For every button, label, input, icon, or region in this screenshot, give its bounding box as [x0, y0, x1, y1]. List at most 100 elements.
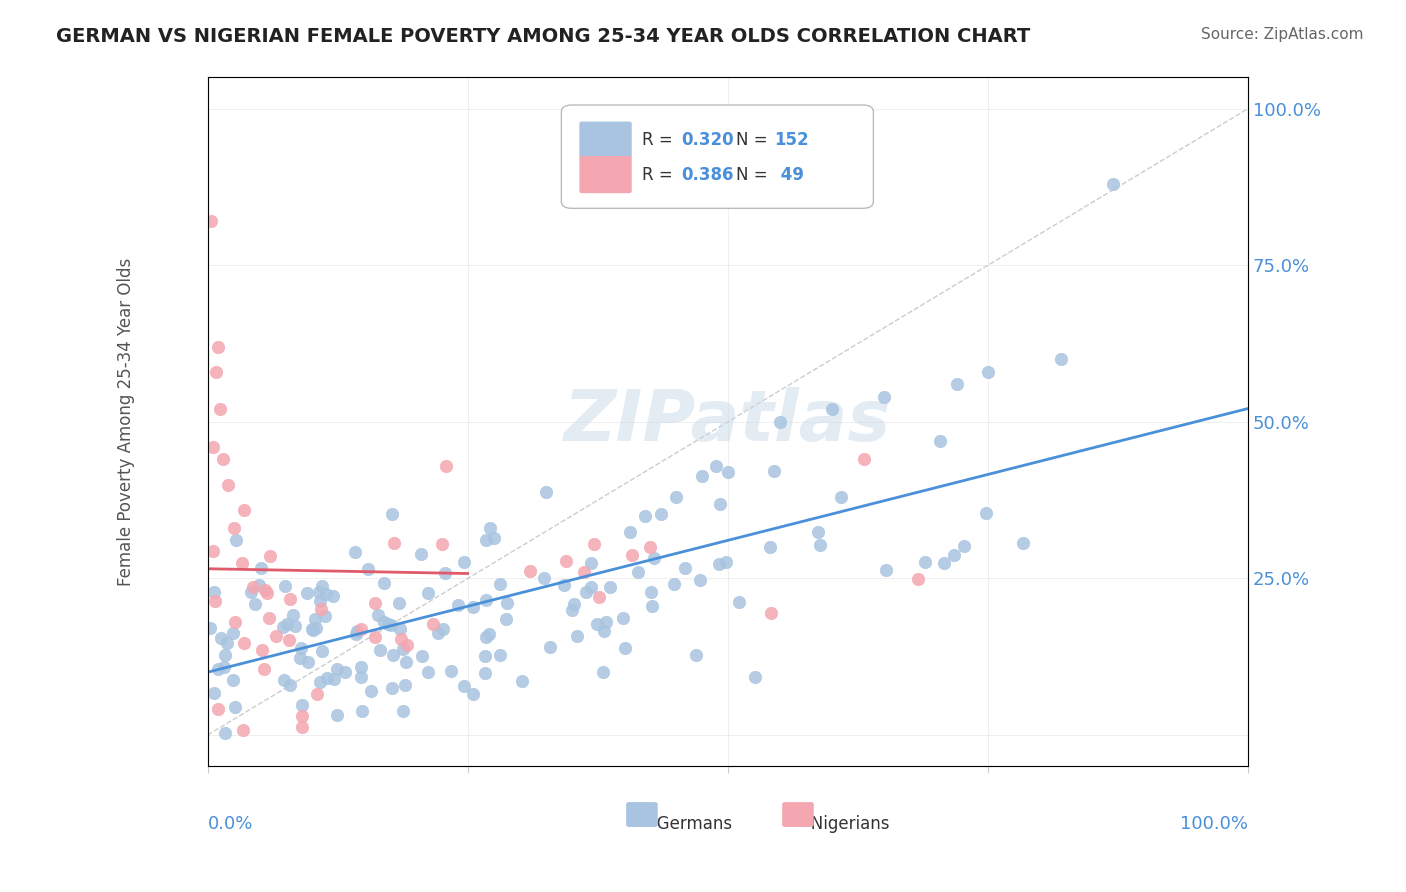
- Point: [574, 585, 596, 599]
- Point: [977, 365, 1000, 379]
- Point: [461, 599, 484, 614]
- Point: [305, 687, 328, 701]
- Point: [222, 626, 245, 640]
- Point: [510, 673, 533, 688]
- Point: [295, 586, 318, 600]
- Point: [395, 655, 418, 669]
- Point: [396, 638, 419, 652]
- Point: [474, 648, 496, 663]
- Point: [309, 594, 332, 608]
- Point: [247, 578, 270, 592]
- Point: [284, 619, 307, 633]
- Point: [288, 651, 311, 665]
- Point: [595, 615, 617, 629]
- Point: [707, 557, 730, 571]
- Point: [259, 549, 281, 563]
- Point: [214, 726, 236, 740]
- Point: [572, 566, 595, 580]
- Point: [640, 584, 662, 599]
- Text: ZIPatlas: ZIPatlas: [564, 387, 891, 457]
- Point: [309, 601, 332, 615]
- Point: [225, 533, 247, 548]
- Point: [583, 537, 606, 551]
- Point: [852, 452, 875, 467]
- Point: [202, 544, 225, 558]
- Point: [364, 631, 387, 645]
- Point: [496, 597, 519, 611]
- Point: [1011, 536, 1033, 550]
- Text: 0.386: 0.386: [681, 166, 734, 184]
- Point: [432, 622, 454, 636]
- Point: [453, 679, 475, 693]
- FancyBboxPatch shape: [581, 157, 631, 193]
- Point: [368, 643, 391, 657]
- Point: [945, 377, 967, 392]
- Point: [304, 612, 326, 626]
- Point: [352, 704, 374, 718]
- Text: N =: N =: [737, 131, 773, 149]
- Point: [198, 621, 221, 635]
- Point: [290, 640, 312, 655]
- Point: [650, 508, 672, 522]
- Point: [394, 678, 416, 692]
- Point: [434, 459, 457, 474]
- Point: [309, 674, 332, 689]
- Point: [278, 678, 301, 692]
- Text: GERMAN VS NIGERIAN FEMALE POVERTY AMONG 25-34 YEAR OLDS CORRELATION CHART: GERMAN VS NIGERIAN FEMALE POVERTY AMONG …: [56, 27, 1031, 45]
- Text: R =: R =: [643, 166, 679, 184]
- Point: [553, 578, 575, 592]
- Point: [322, 589, 344, 603]
- Point: [256, 586, 278, 600]
- Point: [599, 580, 621, 594]
- Point: [291, 698, 314, 713]
- Point: [426, 626, 449, 640]
- Point: [588, 590, 610, 604]
- Point: [323, 672, 346, 686]
- Point: [673, 561, 696, 575]
- Point: [565, 629, 588, 643]
- Point: [363, 596, 385, 610]
- Point: [357, 562, 380, 576]
- Point: [489, 648, 512, 662]
- Point: [308, 585, 330, 599]
- Point: [689, 573, 711, 587]
- Point: [218, 477, 240, 491]
- Point: [932, 556, 955, 570]
- Point: [555, 554, 578, 568]
- Point: [311, 644, 333, 658]
- Point: [380, 617, 402, 632]
- Point: [416, 585, 439, 599]
- FancyBboxPatch shape: [581, 122, 631, 158]
- Text: Nigerians: Nigerians: [775, 814, 890, 832]
- Y-axis label: Female Poverty Among 25-34 Year Olds: Female Poverty Among 25-34 Year Olds: [117, 258, 135, 586]
- Point: [447, 598, 470, 612]
- Point: [411, 649, 433, 664]
- FancyBboxPatch shape: [783, 803, 813, 826]
- Point: [207, 662, 229, 676]
- Point: [643, 550, 665, 565]
- Point: [381, 681, 404, 696]
- Point: [291, 720, 314, 734]
- Point: [592, 665, 614, 680]
- Text: 49: 49: [775, 166, 804, 184]
- Point: [579, 580, 602, 594]
- Point: [489, 576, 512, 591]
- Point: [533, 571, 555, 585]
- Point: [709, 497, 731, 511]
- Point: [714, 555, 737, 569]
- Point: [665, 490, 688, 504]
- Point: [612, 611, 634, 625]
- Point: [453, 556, 475, 570]
- Point: [346, 624, 368, 639]
- Text: Source: ZipAtlas.com: Source: ZipAtlas.com: [1201, 27, 1364, 42]
- Text: 0.320: 0.320: [681, 131, 734, 149]
- Point: [305, 621, 328, 635]
- Point: [769, 415, 792, 429]
- Point: [373, 575, 395, 590]
- Point: [391, 704, 413, 718]
- Point: [202, 585, 225, 599]
- Point: [953, 539, 976, 553]
- Point: [762, 464, 785, 478]
- FancyBboxPatch shape: [561, 105, 873, 209]
- Point: [377, 616, 399, 631]
